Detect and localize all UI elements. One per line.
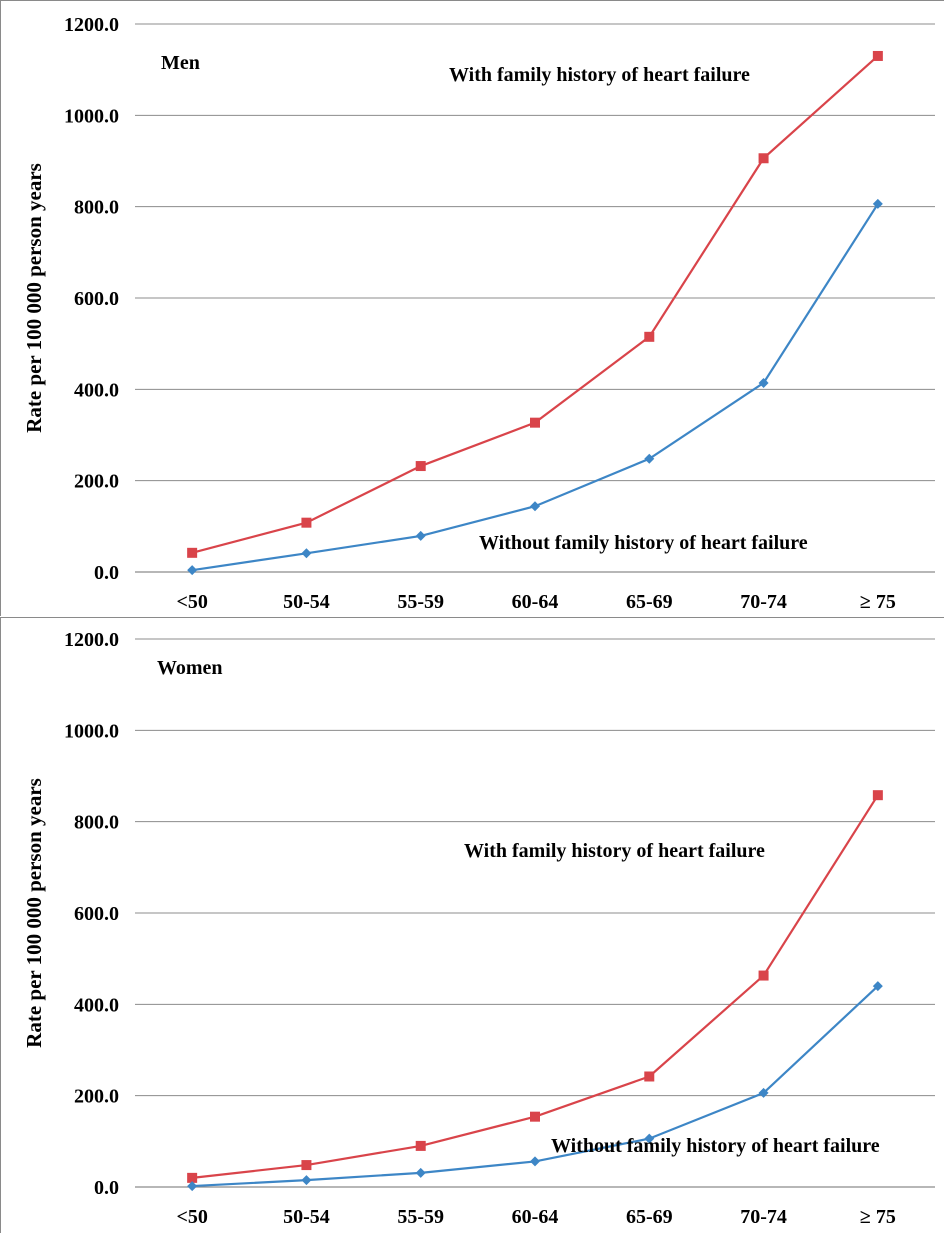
data-point-men-0 bbox=[530, 417, 540, 428]
y-axis-label-men: Rate per 100 000 person years bbox=[22, 163, 46, 433]
data-point-men-1 bbox=[301, 548, 312, 559]
data-point-women-1 bbox=[530, 1156, 540, 1167]
data-point-women-0 bbox=[872, 790, 883, 801]
y-tick-label-men: 1000.0 bbox=[64, 105, 119, 127]
series-line-men-1 bbox=[191, 203, 879, 572]
data-point-men-0 bbox=[758, 153, 769, 164]
y-tick-label-women: 800.0 bbox=[74, 812, 119, 834]
x-tick-label-men: 55-59 bbox=[397, 591, 444, 613]
series-label-women-0: With family history of heart failure bbox=[464, 840, 765, 862]
x-tick-label-women: 65-69 bbox=[626, 1206, 673, 1228]
y-tick-label-women: 0.0 bbox=[94, 1177, 119, 1199]
x-tick-label-men: 70-74 bbox=[740, 591, 787, 613]
panel-title-men: Men bbox=[161, 52, 200, 74]
y-tick-label-women: 1200.0 bbox=[64, 629, 119, 651]
data-point-men-1 bbox=[187, 565, 198, 576]
chart-men: 0.0 200.0 400.0 600.0 800.0 1000.0 1200.0 <50 50… bbox=[22, 14, 935, 613]
data-point-men-1 bbox=[644, 453, 655, 464]
data-point-women-0 bbox=[301, 1160, 312, 1171]
y-tick-label-men: 800.0 bbox=[74, 197, 119, 219]
y-tick-label-women: 400.0 bbox=[74, 994, 119, 1016]
y-tick-label-men: 400.0 bbox=[74, 379, 119, 401]
data-point-men-0 bbox=[872, 50, 883, 61]
chart-women: 0.0 200.0 400.0 600.0 800.0 1000.0 1200.0 <50 50… bbox=[22, 629, 935, 1228]
data-point-men-1 bbox=[872, 198, 883, 209]
x-tick-label-men: <50 bbox=[176, 591, 207, 613]
x-tick-label-women: 50-54 bbox=[283, 1206, 330, 1228]
series-label-men-0: With family history of heart failure bbox=[449, 64, 750, 86]
data-point-men-0 bbox=[301, 517, 312, 528]
data-point-men-1 bbox=[758, 377, 769, 388]
y-tick-label-men: 600.0 bbox=[74, 288, 119, 310]
x-tick-label-women: <50 bbox=[176, 1206, 207, 1228]
y-tick-label-women: 600.0 bbox=[74, 903, 119, 925]
data-point-women-0 bbox=[758, 970, 769, 981]
data-point-women-0 bbox=[187, 1172, 198, 1183]
data-point-women-0 bbox=[530, 1111, 540, 1122]
x-tick-label-men: 50-54 bbox=[283, 591, 330, 613]
y-tick-label-men: 200.0 bbox=[74, 471, 119, 493]
series-label-men-1: Without family history of heart failure bbox=[479, 532, 808, 554]
data-point-women-1 bbox=[644, 1133, 655, 1144]
x-tick-label-men: 65-69 bbox=[626, 591, 673, 613]
data-point-men-1 bbox=[415, 530, 426, 541]
panel-title-women: Women bbox=[157, 657, 223, 679]
y-axis-label-women: Rate per 100 000 person years bbox=[22, 778, 46, 1048]
data-point-women-1 bbox=[872, 981, 883, 992]
x-tick-label-women: 55-59 bbox=[397, 1206, 444, 1228]
data-point-women-0 bbox=[415, 1140, 426, 1151]
data-point-women-0 bbox=[644, 1071, 655, 1082]
y-tick-label-men: 0.0 bbox=[94, 562, 119, 584]
data-point-women-1 bbox=[301, 1175, 312, 1186]
x-tick-label-women: ≥ 75 bbox=[860, 1206, 896, 1228]
chart-panel-women: 0.0 200.0 400.0 600.0 800.0 1000.0 1200.0 <50 50… bbox=[0, 617, 944, 1233]
x-tick-label-women: 70-74 bbox=[740, 1206, 787, 1228]
series-line-men-0 bbox=[191, 55, 879, 554]
x-tick-label-men: ≥ 75 bbox=[860, 591, 896, 613]
data-point-men-1 bbox=[530, 501, 540, 512]
chart-panel-men: 0.0 200.0 400.0 600.0 800.0 1000.0 1200.0 <50 50… bbox=[0, 0, 944, 616]
data-point-women-1 bbox=[758, 1087, 769, 1098]
y-tick-label-women: 200.0 bbox=[74, 1086, 119, 1108]
data-point-men-0 bbox=[415, 461, 426, 472]
data-point-women-1 bbox=[187, 1181, 198, 1192]
y-tick-label-women: 1000.0 bbox=[64, 720, 119, 742]
data-point-men-0 bbox=[644, 331, 655, 342]
series-label-women-1: Without family history of heart failure bbox=[551, 1135, 880, 1157]
y-tick-label-men: 1200.0 bbox=[64, 14, 119, 36]
x-tick-label-men: 60-64 bbox=[512, 591, 559, 613]
data-point-men-0 bbox=[187, 547, 198, 558]
data-point-women-1 bbox=[415, 1167, 426, 1178]
x-tick-label-women: 60-64 bbox=[512, 1206, 559, 1228]
